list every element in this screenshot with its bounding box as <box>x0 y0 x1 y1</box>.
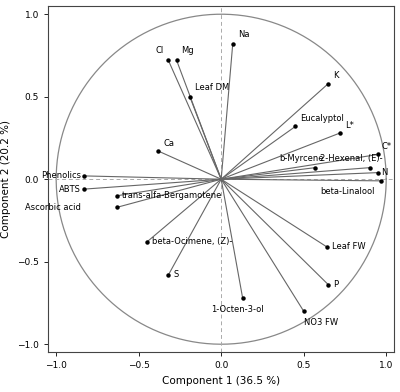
Text: Mg: Mg <box>182 47 194 55</box>
Text: Ca: Ca <box>164 139 174 148</box>
Text: beta-Linalool: beta-Linalool <box>320 187 375 196</box>
Text: Leaf DM: Leaf DM <box>195 83 229 92</box>
Text: b-Myrcene: b-Myrcene <box>279 154 324 163</box>
Text: NO3 FW: NO3 FW <box>304 318 338 327</box>
Text: Leaf FW: Leaf FW <box>332 242 365 251</box>
Text: P: P <box>333 280 338 289</box>
Text: 2-Hexenal, (E)-: 2-Hexenal, (E)- <box>320 154 383 163</box>
Text: 1-Octen-3-ol: 1-Octen-3-ol <box>211 305 264 314</box>
Text: trans-alfa-Bergamotene: trans-alfa-Bergamotene <box>122 191 222 200</box>
Text: S: S <box>173 270 178 279</box>
Text: K: K <box>333 71 339 80</box>
Text: Cl: Cl <box>155 47 164 55</box>
Text: C*: C* <box>381 142 391 151</box>
X-axis label: Component 1 (36.5 %): Component 1 (36.5 %) <box>162 376 280 386</box>
Text: Ascorbic acid: Ascorbic acid <box>25 203 81 212</box>
Text: Phenolics: Phenolics <box>41 171 81 180</box>
Text: L*: L* <box>345 121 354 130</box>
Y-axis label: Component 2 (20.2 %): Component 2 (20.2 %) <box>2 120 12 238</box>
Text: ABTS: ABTS <box>59 185 81 194</box>
Text: beta-Ocimene, (Z)-: beta-Ocimene, (Z)- <box>152 238 232 247</box>
Text: Eucalyptol: Eucalyptol <box>300 114 344 123</box>
Text: Na: Na <box>238 30 249 39</box>
Text: N: N <box>381 168 388 177</box>
